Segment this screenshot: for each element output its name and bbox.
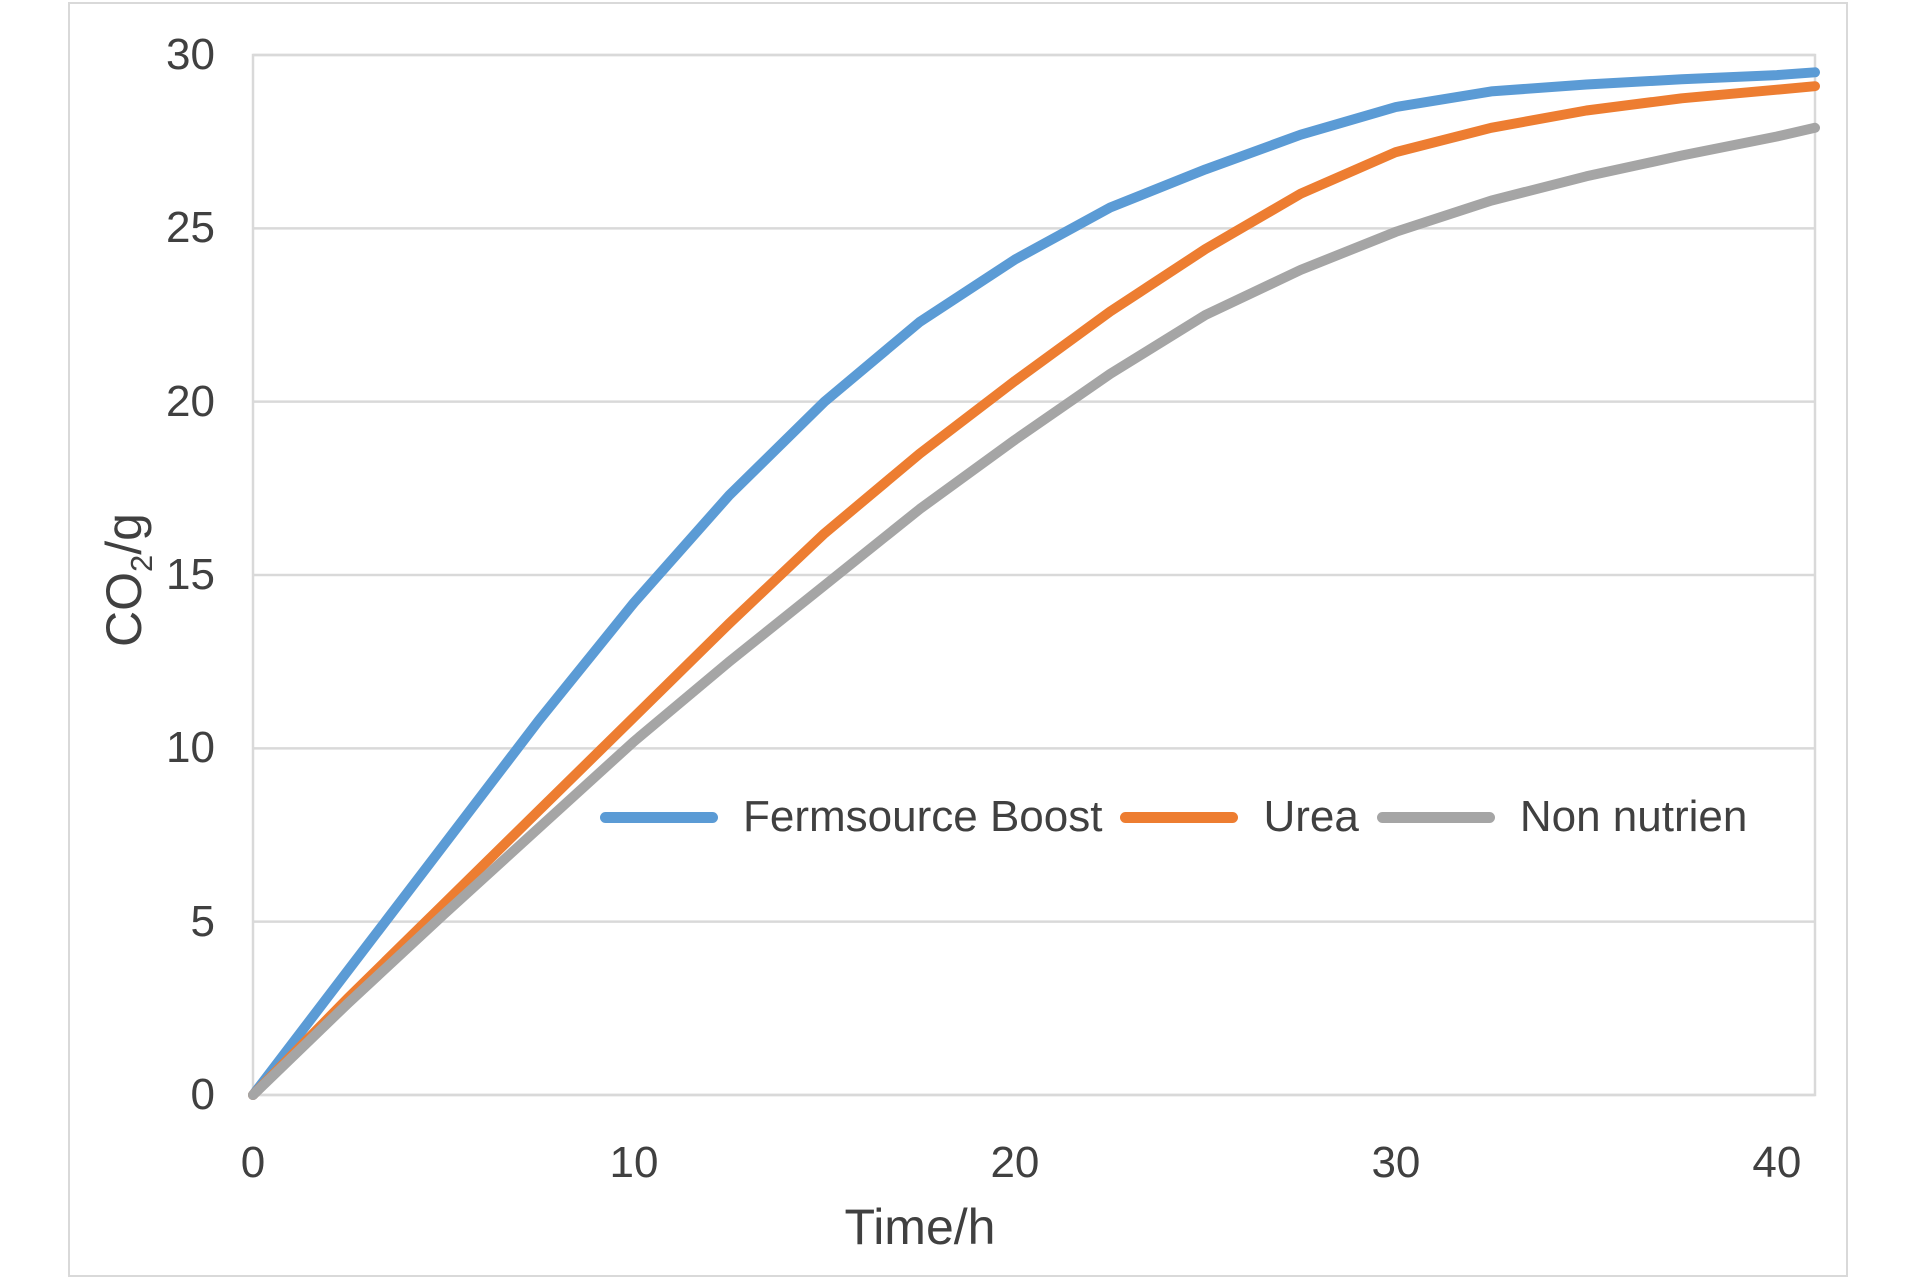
- y-tick-label-25: 25: [166, 203, 215, 253]
- legend-label-non-nutrien: Non nutrien: [1519, 792, 1748, 841]
- x-tick-label-10: 10: [609, 1138, 659, 1187]
- x-tick-label-20: 20: [990, 1138, 1040, 1187]
- plot-border: [251, 53, 1817, 1097]
- y-tick-label-20: 20: [166, 376, 215, 426]
- y-tick-label-30: 30: [166, 30, 215, 79]
- x-tick-label-30: 30: [1371, 1138, 1421, 1187]
- y-axis-title-text: CO: [96, 571, 152, 647]
- series-line-fermsource-boost: [248, 67, 1820, 1100]
- x-tick-label-40: 40: [1752, 1138, 1802, 1187]
- series-line-non-nutrien: [248, 122, 1820, 1100]
- y-axis-title-subscript: 2: [124, 554, 159, 572]
- y-tick-label-15: 15: [166, 550, 215, 599]
- x-axis-title: Time/h: [844, 1199, 996, 1255]
- series-line-urea: [248, 81, 1820, 1100]
- legend: Fermsource Boost Urea Non nutrien: [600, 785, 1765, 849]
- y-tick-label-5: 5: [190, 896, 215, 946]
- legend-item-urea: Urea: [1120, 787, 1359, 847]
- legend-key-urea: [1120, 811, 1239, 823]
- y-tick-label-0: 0: [190, 1070, 215, 1119]
- legend-label-urea: Urea: [1263, 792, 1359, 841]
- legend-key-non-nutrien: [1376, 811, 1495, 823]
- legend-label-fermsource-boost: Fermsource Boost: [743, 792, 1103, 841]
- y-tick-label-10: 10: [166, 723, 215, 773]
- legend-key-fermsource-boost: [600, 811, 718, 823]
- x-tick-label-0: 0: [240, 1138, 266, 1187]
- chart-frame: [68, 2, 1848, 1277]
- legend-item-non-nutrien: Non nutrien: [1376, 787, 1748, 847]
- y-axis-title-units: /g: [96, 513, 152, 555]
- legend-item-fermsource-boost: Fermsource Boost: [600, 787, 1102, 847]
- y-axis-title: CO2/g: [89, 410, 159, 750]
